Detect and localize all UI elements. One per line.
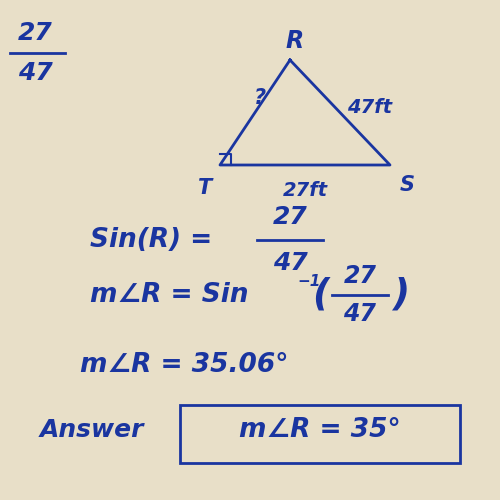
- Text: m∠R = 35.06°: m∠R = 35.06°: [80, 352, 288, 378]
- Text: 47: 47: [272, 250, 308, 274]
- Text: ): ): [392, 277, 409, 313]
- Text: ?: ?: [254, 88, 266, 108]
- Text: 47: 47: [18, 60, 52, 84]
- Text: 27ft: 27ft: [282, 182, 328, 201]
- Text: −1: −1: [298, 274, 321, 288]
- Text: 27: 27: [18, 20, 52, 44]
- Text: S: S: [400, 175, 415, 195]
- Text: Answer: Answer: [40, 418, 144, 442]
- Text: T: T: [198, 178, 212, 198]
- Text: R: R: [286, 29, 304, 53]
- Text: 27: 27: [344, 264, 376, 288]
- Text: m∠R = 35°: m∠R = 35°: [239, 417, 401, 443]
- Text: (: (: [312, 277, 330, 313]
- Text: Sin(R) =: Sin(R) =: [90, 227, 212, 253]
- Text: 27: 27: [272, 206, 308, 230]
- Bar: [180, 405, 460, 462]
- Text: 47: 47: [344, 302, 376, 326]
- Text: 47ft: 47ft: [348, 98, 393, 117]
- Text: m∠R = Sin: m∠R = Sin: [90, 282, 248, 308]
